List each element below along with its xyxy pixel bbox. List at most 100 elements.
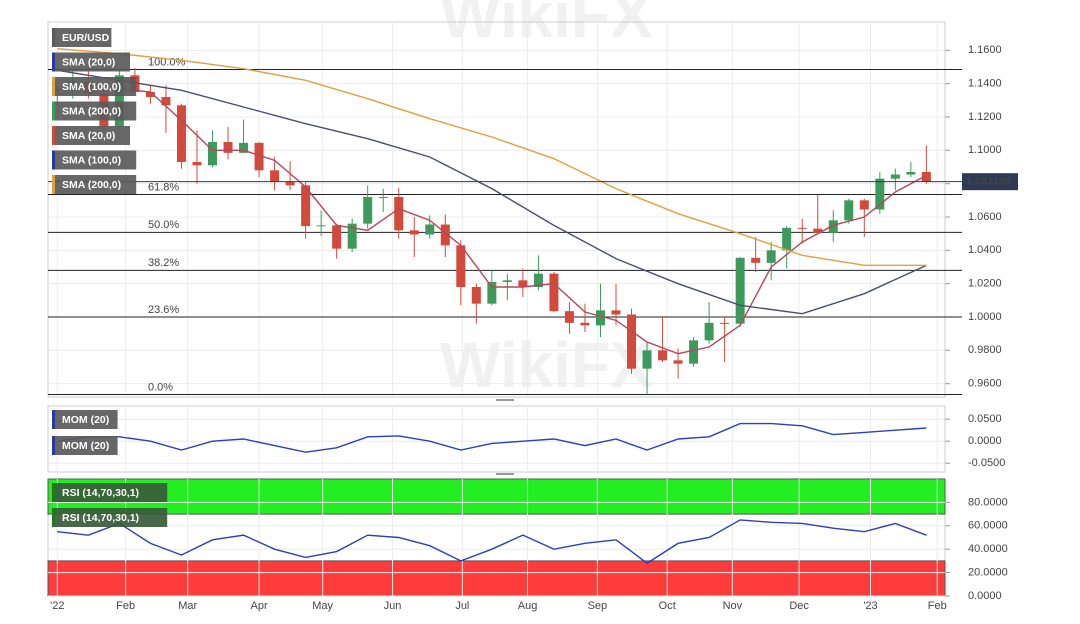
x-tick-label: Dec <box>789 600 809 612</box>
x-tick-label: Oct <box>659 600 676 612</box>
candle-body <box>720 322 730 324</box>
candle-body <box>270 170 280 182</box>
candle-body <box>161 97 171 106</box>
series-line <box>57 519 927 565</box>
legend-label: SMA (200,0) <box>62 179 121 191</box>
legend-swatch <box>52 508 55 527</box>
legend-box <box>52 77 137 96</box>
fib-label: 61.8% <box>148 181 179 193</box>
candle-body <box>145 92 155 97</box>
candle-body <box>595 310 605 326</box>
candle-body <box>549 273 559 312</box>
candle-body <box>642 350 652 369</box>
y-tick-label: 1.1200 <box>968 111 1002 123</box>
candle-body <box>332 225 342 249</box>
legend-box <box>52 101 137 121</box>
x-tick-label: Feb <box>116 600 135 612</box>
series-line <box>57 69 927 315</box>
y-tick-label: 1.1400 <box>968 78 1002 90</box>
candle-body <box>378 197 388 198</box>
candle-body <box>285 182 295 186</box>
legend-box <box>52 28 112 47</box>
fib-label: 23.6% <box>148 304 179 316</box>
legend-swatch <box>52 436 55 455</box>
candle-body <box>704 322 714 341</box>
candle-body <box>611 310 621 315</box>
legend-box <box>52 508 168 527</box>
fib-label: 0.0% <box>148 381 173 393</box>
candle-body <box>673 360 683 364</box>
y-tick-label: 1.1000 <box>968 144 1002 156</box>
candle-body <box>875 178 885 210</box>
y-tick-label: 80.0000 <box>968 496 1008 508</box>
mom-panel <box>47 405 946 473</box>
legend-swatch <box>52 150 55 170</box>
candle-body <box>766 250 776 263</box>
overbought-band <box>47 478 946 515</box>
candle-body <box>208 142 218 166</box>
price-panel <box>47 21 946 398</box>
legend-label: RSI (14,70,30,1) <box>62 512 139 524</box>
legend-swatch <box>52 28 55 47</box>
legend-swatch <box>52 77 55 96</box>
legend-label: MOM (20) <box>62 440 109 452</box>
y-tick-label: 0.0500 <box>968 413 1002 425</box>
x-tick-label: Sep <box>588 600 608 612</box>
candle-body <box>440 224 450 246</box>
candle-body <box>223 142 233 153</box>
candle-body <box>487 282 497 304</box>
legend-box <box>52 436 118 455</box>
y-tick-label: 1.0000 <box>968 311 1002 323</box>
legend-swatch <box>52 483 55 502</box>
candle-body <box>890 174 900 179</box>
series-line <box>119 87 927 355</box>
candle-body <box>735 257 745 324</box>
y-tick-label: 0.9600 <box>968 378 1002 390</box>
legend-box <box>52 410 118 429</box>
candle-body <box>363 197 373 224</box>
candle-body <box>518 280 528 287</box>
legend-box <box>52 175 137 194</box>
legend-label: SMA (20,0) <box>62 56 115 68</box>
candle-body <box>114 75 124 127</box>
legend-box <box>52 52 130 72</box>
y-tick-label: 1.0600 <box>968 211 1002 223</box>
candle-body <box>564 311 574 323</box>
candle-body <box>689 340 699 364</box>
last-price-label: 1.081190 <box>966 176 1011 188</box>
x-tick-label: Feb <box>928 600 947 612</box>
x-tick-label: Jul <box>455 600 469 612</box>
candle-body <box>658 350 668 361</box>
x-tick-label: Apr <box>250 600 267 612</box>
legend-swatch <box>52 52 55 72</box>
legend-label: SMA (200,0) <box>62 105 121 117</box>
candle-body <box>425 224 435 235</box>
x-tick-label: Mar <box>178 600 197 612</box>
x-tick-label: Jun <box>384 600 402 612</box>
legend-box <box>52 150 137 170</box>
series-line <box>57 422 927 453</box>
y-tick-label: 60.0000 <box>968 520 1008 532</box>
x-tick-label: Aug <box>518 600 538 612</box>
legend-swatch <box>52 126 55 145</box>
last-price-box <box>962 173 1018 191</box>
series-line <box>57 47 927 267</box>
y-tick-label: 20.0000 <box>968 567 1008 579</box>
watermark: WikiFX <box>440 329 653 401</box>
candle-body <box>782 227 792 251</box>
legend-label: EUR/USD <box>62 32 110 44</box>
candle-body <box>176 105 186 162</box>
legend-label: MOM (20) <box>62 414 109 426</box>
candle-body <box>580 322 590 326</box>
watermark: WikiFX <box>440 0 653 51</box>
candle-body <box>239 142 249 153</box>
fib-label: 38.2% <box>148 257 179 269</box>
candle-body <box>533 273 543 287</box>
watermarks: WikiFX WikiFX <box>440 0 653 401</box>
y-tick-label: 40.0000 <box>968 543 1008 555</box>
candle-body <box>347 223 357 249</box>
candle-body <box>254 142 264 171</box>
x-tick-label: '22 <box>50 600 64 612</box>
candle-body <box>316 225 326 227</box>
